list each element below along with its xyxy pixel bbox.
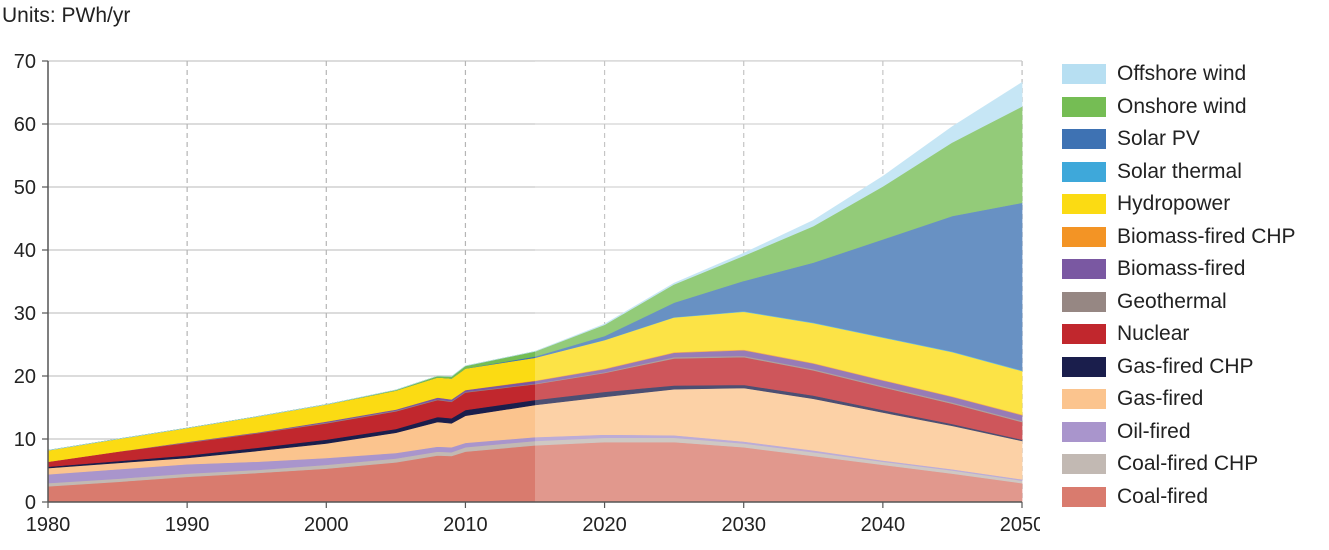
- projection-shade: [535, 61, 1022, 502]
- x-tick-label: 2030: [721, 514, 766, 536]
- x-tick-label: 2040: [861, 514, 906, 536]
- legend-item-hydropower: Hydropower: [1062, 188, 1327, 221]
- legend-item-biomass-fired: Biomass-fired: [1062, 253, 1327, 286]
- x-tick-label: 2000: [304, 514, 349, 536]
- legend-item-geothermal: Geothermal: [1062, 286, 1327, 319]
- legend-label: Biomass-fired: [1117, 257, 1246, 281]
- legend-item-gas-fired: Gas-fired: [1062, 383, 1327, 416]
- legend-item-biomass-fired-chp: Biomass-fired CHP: [1062, 221, 1327, 254]
- legend-item-offshore-wind: Offshore wind: [1062, 58, 1327, 91]
- y-tick-label: 30: [14, 303, 36, 325]
- legend: Offshore wind Onshore wind Solar PV Solar t…: [1062, 58, 1327, 513]
- legend-label: Onshore wind: [1117, 94, 1247, 118]
- legend-swatch: [1062, 64, 1106, 85]
- units-label: Units: PWh/yr: [2, 4, 131, 27]
- y-tick-label: 20: [14, 366, 36, 388]
- legend-label: Biomass-fired CHP: [1117, 224, 1296, 248]
- legend-swatch: [1062, 129, 1106, 150]
- legend-label: Offshore wind: [1117, 62, 1247, 86]
- legend-label: Solar thermal: [1117, 159, 1242, 183]
- legend-swatch: [1062, 194, 1106, 215]
- legend-item-nuclear: Nuclear: [1062, 318, 1327, 351]
- x-tick-label: 1980: [26, 514, 71, 536]
- legend-label: Gas-fired: [1117, 387, 1204, 411]
- x-tick-label: 2050: [1000, 514, 1040, 536]
- x-tick-label: 2010: [443, 514, 488, 536]
- area-layer: [47, 81, 1023, 503]
- y-tick-label: 40: [14, 240, 36, 262]
- legend-item-coal-fired-chp: Coal-fired CHP: [1062, 448, 1327, 481]
- legend-swatch: [1062, 389, 1106, 410]
- area-offshore-wind: [47, 81, 1023, 451]
- legend-label: Hydropower: [1117, 192, 1231, 216]
- legend-label: Gas-fired CHP: [1117, 354, 1254, 378]
- y-tick-label: 70: [14, 51, 36, 73]
- legend-item-oil-fired: Oil-fired: [1062, 416, 1327, 449]
- legend-item-onshore-wind: Onshore wind: [1062, 91, 1327, 124]
- legend-item-coal-fired: Coal-fired: [1062, 481, 1327, 514]
- legend-swatch: [1062, 324, 1106, 345]
- legend-item-solar-thermal: Solar thermal: [1062, 156, 1327, 189]
- legend-item-solar-pv: Solar PV: [1062, 123, 1327, 156]
- legend-item-gas-fired-chp: Gas-fired CHP: [1062, 351, 1327, 384]
- legend-swatch: [1062, 96, 1106, 117]
- x-tick-label: 2020: [582, 514, 627, 536]
- legend-label: Geothermal: [1117, 289, 1227, 313]
- legend-label: Nuclear: [1117, 322, 1190, 346]
- legend-swatch: [1062, 486, 1106, 507]
- legend-label: Oil-fired: [1117, 419, 1191, 443]
- y-tick-label: 60: [14, 114, 36, 136]
- legend-label: Coal-fired: [1117, 484, 1209, 508]
- y-tick-label: 10: [14, 429, 36, 451]
- legend-swatch: [1062, 454, 1106, 475]
- legend-swatch: [1062, 259, 1106, 280]
- legend-swatch: [1062, 226, 1106, 247]
- legend-label: Coal-fired CHP: [1117, 452, 1259, 476]
- legend-swatch: [1062, 161, 1106, 182]
- legend-swatch: [1062, 356, 1106, 377]
- x-tick-label: 1990: [165, 514, 210, 536]
- y-tick-label: 0: [25, 492, 36, 514]
- legend-swatch: [1062, 421, 1106, 442]
- legend-label: Solar PV: [1117, 127, 1200, 151]
- y-tick-label: 50: [14, 177, 36, 199]
- legend-swatch: [1062, 291, 1106, 312]
